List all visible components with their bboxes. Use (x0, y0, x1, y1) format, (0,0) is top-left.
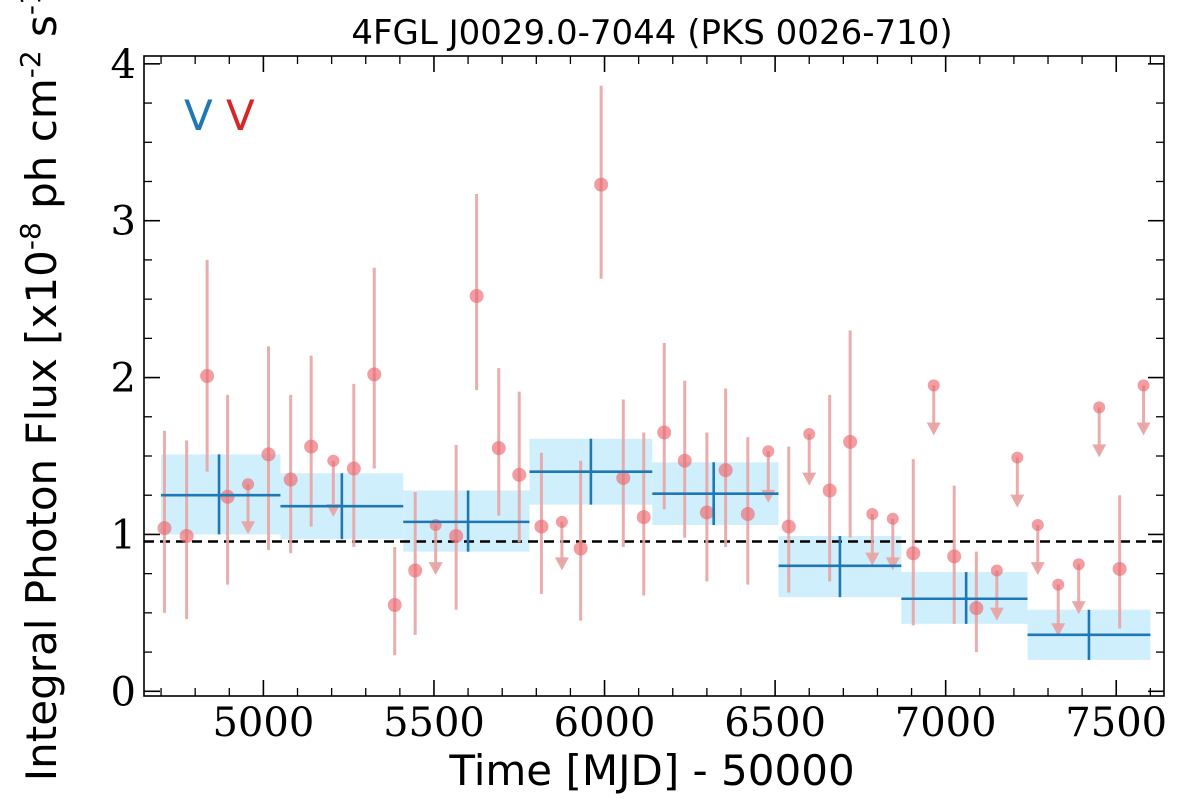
upper-limit-point (242, 478, 255, 491)
upper-limit-arrow (428, 562, 443, 576)
flux-point (304, 439, 319, 454)
y-axis-label: Integral Photon Flux [x10-8 ph cm-2 s-1] (14, 0, 66, 781)
x-tick-label: 6500 (724, 700, 826, 746)
x-tick-label: 6000 (554, 700, 656, 746)
flux-point (947, 549, 962, 564)
upper-limit-point (555, 515, 568, 528)
upper-limit-point (1137, 379, 1150, 392)
x-tick-label: 5000 (212, 700, 314, 746)
flux-point (1112, 561, 1127, 576)
upper-limit-arrow (802, 472, 817, 486)
flux-point (179, 529, 194, 543)
flux-point (534, 519, 549, 534)
upper-limit-arrow (554, 557, 569, 571)
upper-limit-arrow (865, 552, 880, 566)
corner-label-red: V (226, 91, 255, 140)
flux-point (346, 461, 361, 476)
flux-point (781, 519, 796, 534)
plot-area (144, 85, 1164, 660)
flux-point (822, 483, 837, 498)
upper-limit-point (990, 564, 1003, 577)
upper-limit-point (927, 379, 940, 392)
flux-point (740, 507, 755, 522)
y-tick-label: 2 (111, 356, 136, 402)
flux-point (906, 546, 921, 561)
upper-limit-point (1031, 519, 1044, 532)
upper-limit-arrow (1030, 562, 1045, 576)
flux-point (200, 369, 215, 383)
flux-point (469, 289, 484, 303)
flux-point (157, 521, 172, 536)
upper-limit-point (1072, 558, 1085, 571)
upper-limit-point (866, 508, 879, 521)
chart-title: 4FGL J0029.0-7044 (PKS 0026-710) (351, 13, 952, 53)
y-tick-label: 0 (111, 669, 136, 715)
upper-limit-point (886, 512, 899, 525)
upper-limit-arrow (1092, 444, 1107, 458)
flux-point (718, 463, 733, 478)
upper-limit-point (762, 445, 775, 458)
x-axis-label: Time [MJD] - 50000 (448, 746, 854, 795)
x-tick-label: 7000 (895, 700, 997, 746)
flux-point (677, 453, 692, 468)
flux-point (449, 529, 464, 543)
upper-limit-point (1093, 401, 1106, 414)
x-tick-label: 5500 (383, 700, 485, 746)
flux-point (261, 447, 276, 462)
corner-label-blue: V (184, 91, 213, 140)
upper-limit-arrow (885, 557, 900, 571)
upper-limit-arrow (989, 607, 1004, 621)
y-tick-label: 3 (111, 199, 136, 245)
flux-point (699, 505, 714, 520)
flux-point (367, 367, 382, 382)
upper-limit-arrow (926, 422, 941, 436)
y-tick-label: 1 (111, 512, 136, 558)
upper-limit-arrow (1010, 494, 1025, 508)
plot-frame (143, 55, 1165, 697)
flux-point (283, 472, 298, 487)
y-tick-label: 4 (111, 42, 136, 88)
upper-limit-point (1011, 451, 1024, 464)
upper-limit-point (803, 428, 816, 441)
upper-limit-arrow (241, 521, 256, 535)
flux-point (491, 441, 506, 456)
upper-limit-arrow (1051, 623, 1066, 637)
flux-point (408, 563, 423, 578)
upper-limit-point (327, 454, 340, 467)
flux-point (616, 470, 631, 485)
x-tick-label: 7500 (1065, 700, 1167, 746)
upper-limit-arrow (1071, 601, 1086, 615)
flux-point (594, 177, 609, 192)
axes: 5000 5500 6000 6500 7000 7500 0 1 2 3 4 (111, 42, 1168, 746)
flux-point (220, 489, 235, 504)
flux-point (387, 598, 402, 613)
upper-limit-point (1052, 578, 1065, 591)
flux-point (512, 467, 527, 482)
upper-limit-arrow (1136, 422, 1151, 436)
flux-point (636, 510, 651, 525)
flux-point (657, 425, 672, 440)
flux-point (969, 601, 984, 616)
flux-point (573, 541, 588, 556)
flux-point (843, 434, 858, 449)
